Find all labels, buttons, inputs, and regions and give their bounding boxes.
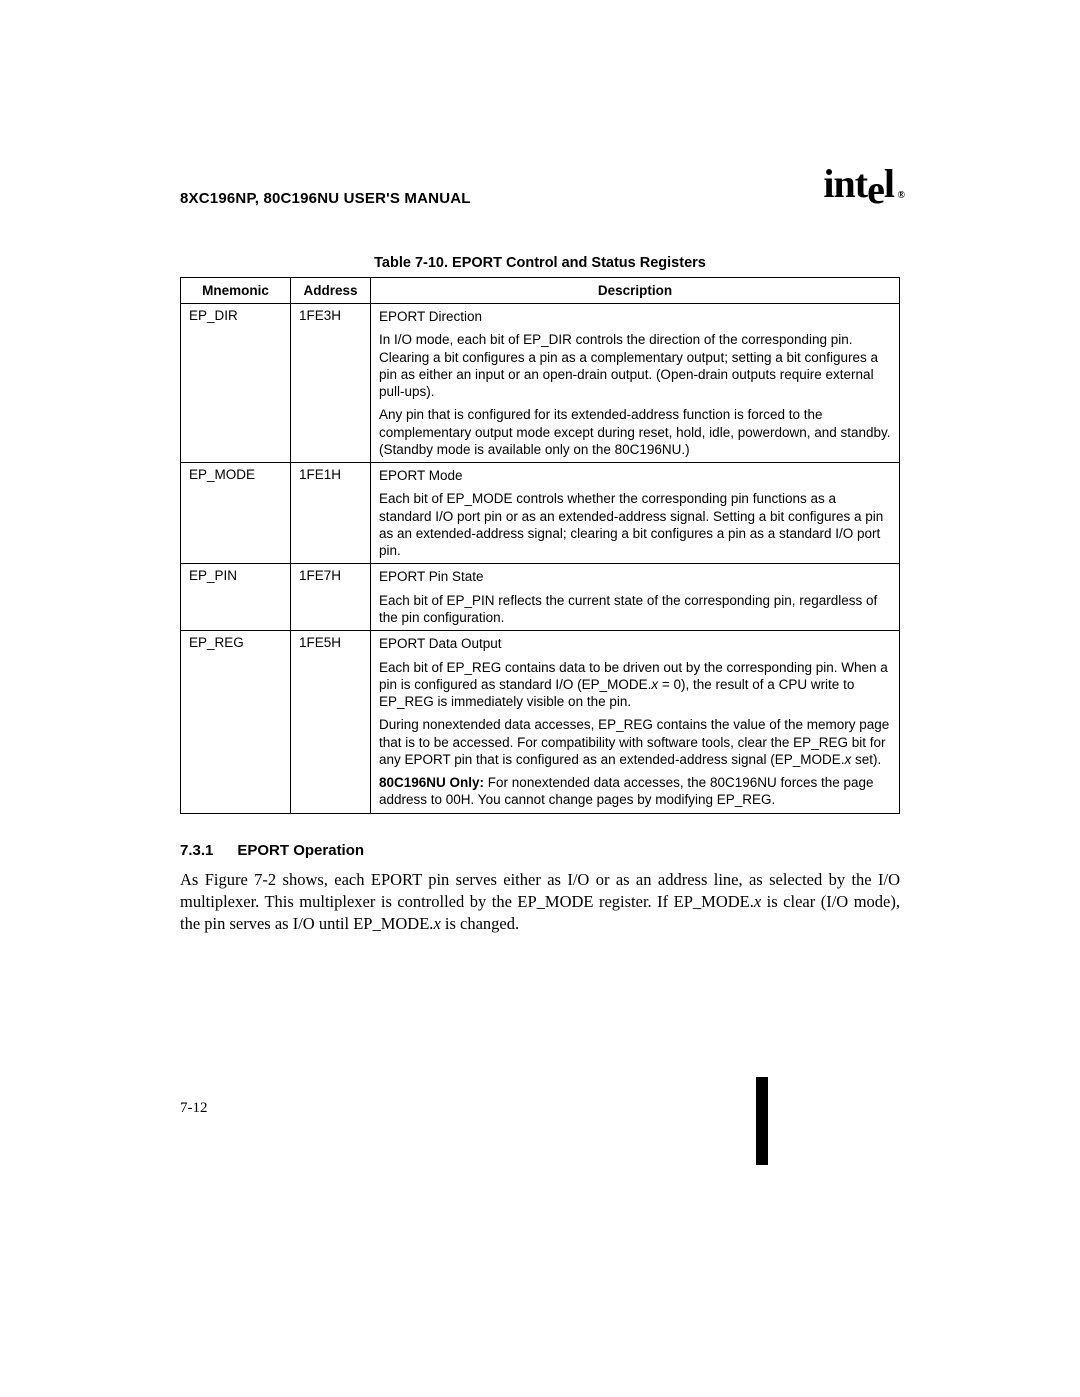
- cell-address: 1FE5H: [291, 631, 371, 813]
- cell-description: EPORT Data Output Each bit of EP_REG con…: [371, 631, 900, 813]
- desc-text: Any pin that is configured for its exten…: [379, 406, 891, 458]
- table-row: EP_MODE 1FE1H EPORT Mode Each bit of EP_…: [181, 463, 900, 564]
- desc-text: During nonextended data accesses, EP_REG…: [379, 716, 891, 768]
- desc-title: EPORT Direction: [379, 308, 891, 325]
- desc-text: Each bit of EP_REG contains data to be d…: [379, 659, 891, 711]
- page-header: 8XC196NP, 80C196NU USER'S MANUAL intel®: [180, 160, 900, 207]
- cell-mnemonic: EP_REG: [181, 631, 291, 813]
- cell-mnemonic: EP_PIN: [181, 564, 291, 631]
- logo-part-1: int: [823, 161, 867, 206]
- body-span: is changed.: [441, 914, 519, 933]
- col-header-address: Address: [291, 278, 371, 304]
- section-heading: 7.3.1 EPORT Operation: [180, 842, 900, 859]
- registers-table: Mnemonic Address Description EP_DIR 1FE3…: [180, 277, 900, 814]
- cell-mnemonic: EP_DIR: [181, 304, 291, 463]
- cell-description: EPORT Mode Each bit of EP_MODE controls …: [371, 463, 900, 564]
- col-header-description: Description: [371, 278, 900, 304]
- cell-address: 1FE7H: [291, 564, 371, 631]
- desc-span-bold: 80C196NU Only:: [379, 775, 488, 790]
- intel-logo: intel®: [823, 160, 900, 207]
- cell-address: 1FE3H: [291, 304, 371, 463]
- body-paragraph: As Figure 7-2 shows, each EPORT pin serv…: [180, 869, 900, 936]
- desc-span: set).: [851, 752, 881, 767]
- section-number: 7.3.1: [180, 842, 213, 859]
- desc-span: During nonextended data accesses, EP_REG…: [379, 717, 889, 767]
- table-row: EP_PIN 1FE7H EPORT Pin State Each bit of…: [181, 564, 900, 631]
- desc-title: EPORT Mode: [379, 467, 891, 484]
- table-caption: Table 7-10. EPORT Control and Status Reg…: [180, 255, 900, 271]
- page-edge-mark: [756, 1077, 768, 1165]
- desc-text: In I/O mode, each bit of EP_DIR controls…: [379, 331, 891, 400]
- table-row: EP_REG 1FE5H EPORT Data Output Each bit …: [181, 631, 900, 813]
- desc-text: Each bit of EP_PIN reflects the current …: [379, 592, 891, 627]
- desc-title: EPORT Pin State: [379, 568, 891, 585]
- body-span-italic: x: [433, 914, 440, 933]
- page-number: 7-12: [180, 1100, 208, 1117]
- table-row: EP_DIR 1FE3H EPORT Direction In I/O mode…: [181, 304, 900, 463]
- cell-address: 1FE1H: [291, 463, 371, 564]
- logo-part-3: l: [884, 161, 894, 206]
- cell-mnemonic: EP_MODE: [181, 463, 291, 564]
- cell-description: EPORT Direction In I/O mode, each bit of…: [371, 304, 900, 463]
- table-header-row: Mnemonic Address Description: [181, 278, 900, 304]
- logo-part-2: e: [867, 167, 884, 212]
- desc-text: 80C196NU Only: For nonextended data acce…: [379, 774, 891, 809]
- col-header-mnemonic: Mnemonic: [181, 278, 291, 304]
- logo-registered: ®: [898, 190, 904, 201]
- section-title: EPORT Operation: [237, 842, 364, 859]
- desc-title: EPORT Data Output: [379, 635, 891, 652]
- desc-text: Each bit of EP_MODE controls whether the…: [379, 490, 891, 559]
- cell-description: EPORT Pin State Each bit of EP_PIN refle…: [371, 564, 900, 631]
- manual-title: 8XC196NP, 80C196NU USER'S MANUAL: [180, 190, 471, 207]
